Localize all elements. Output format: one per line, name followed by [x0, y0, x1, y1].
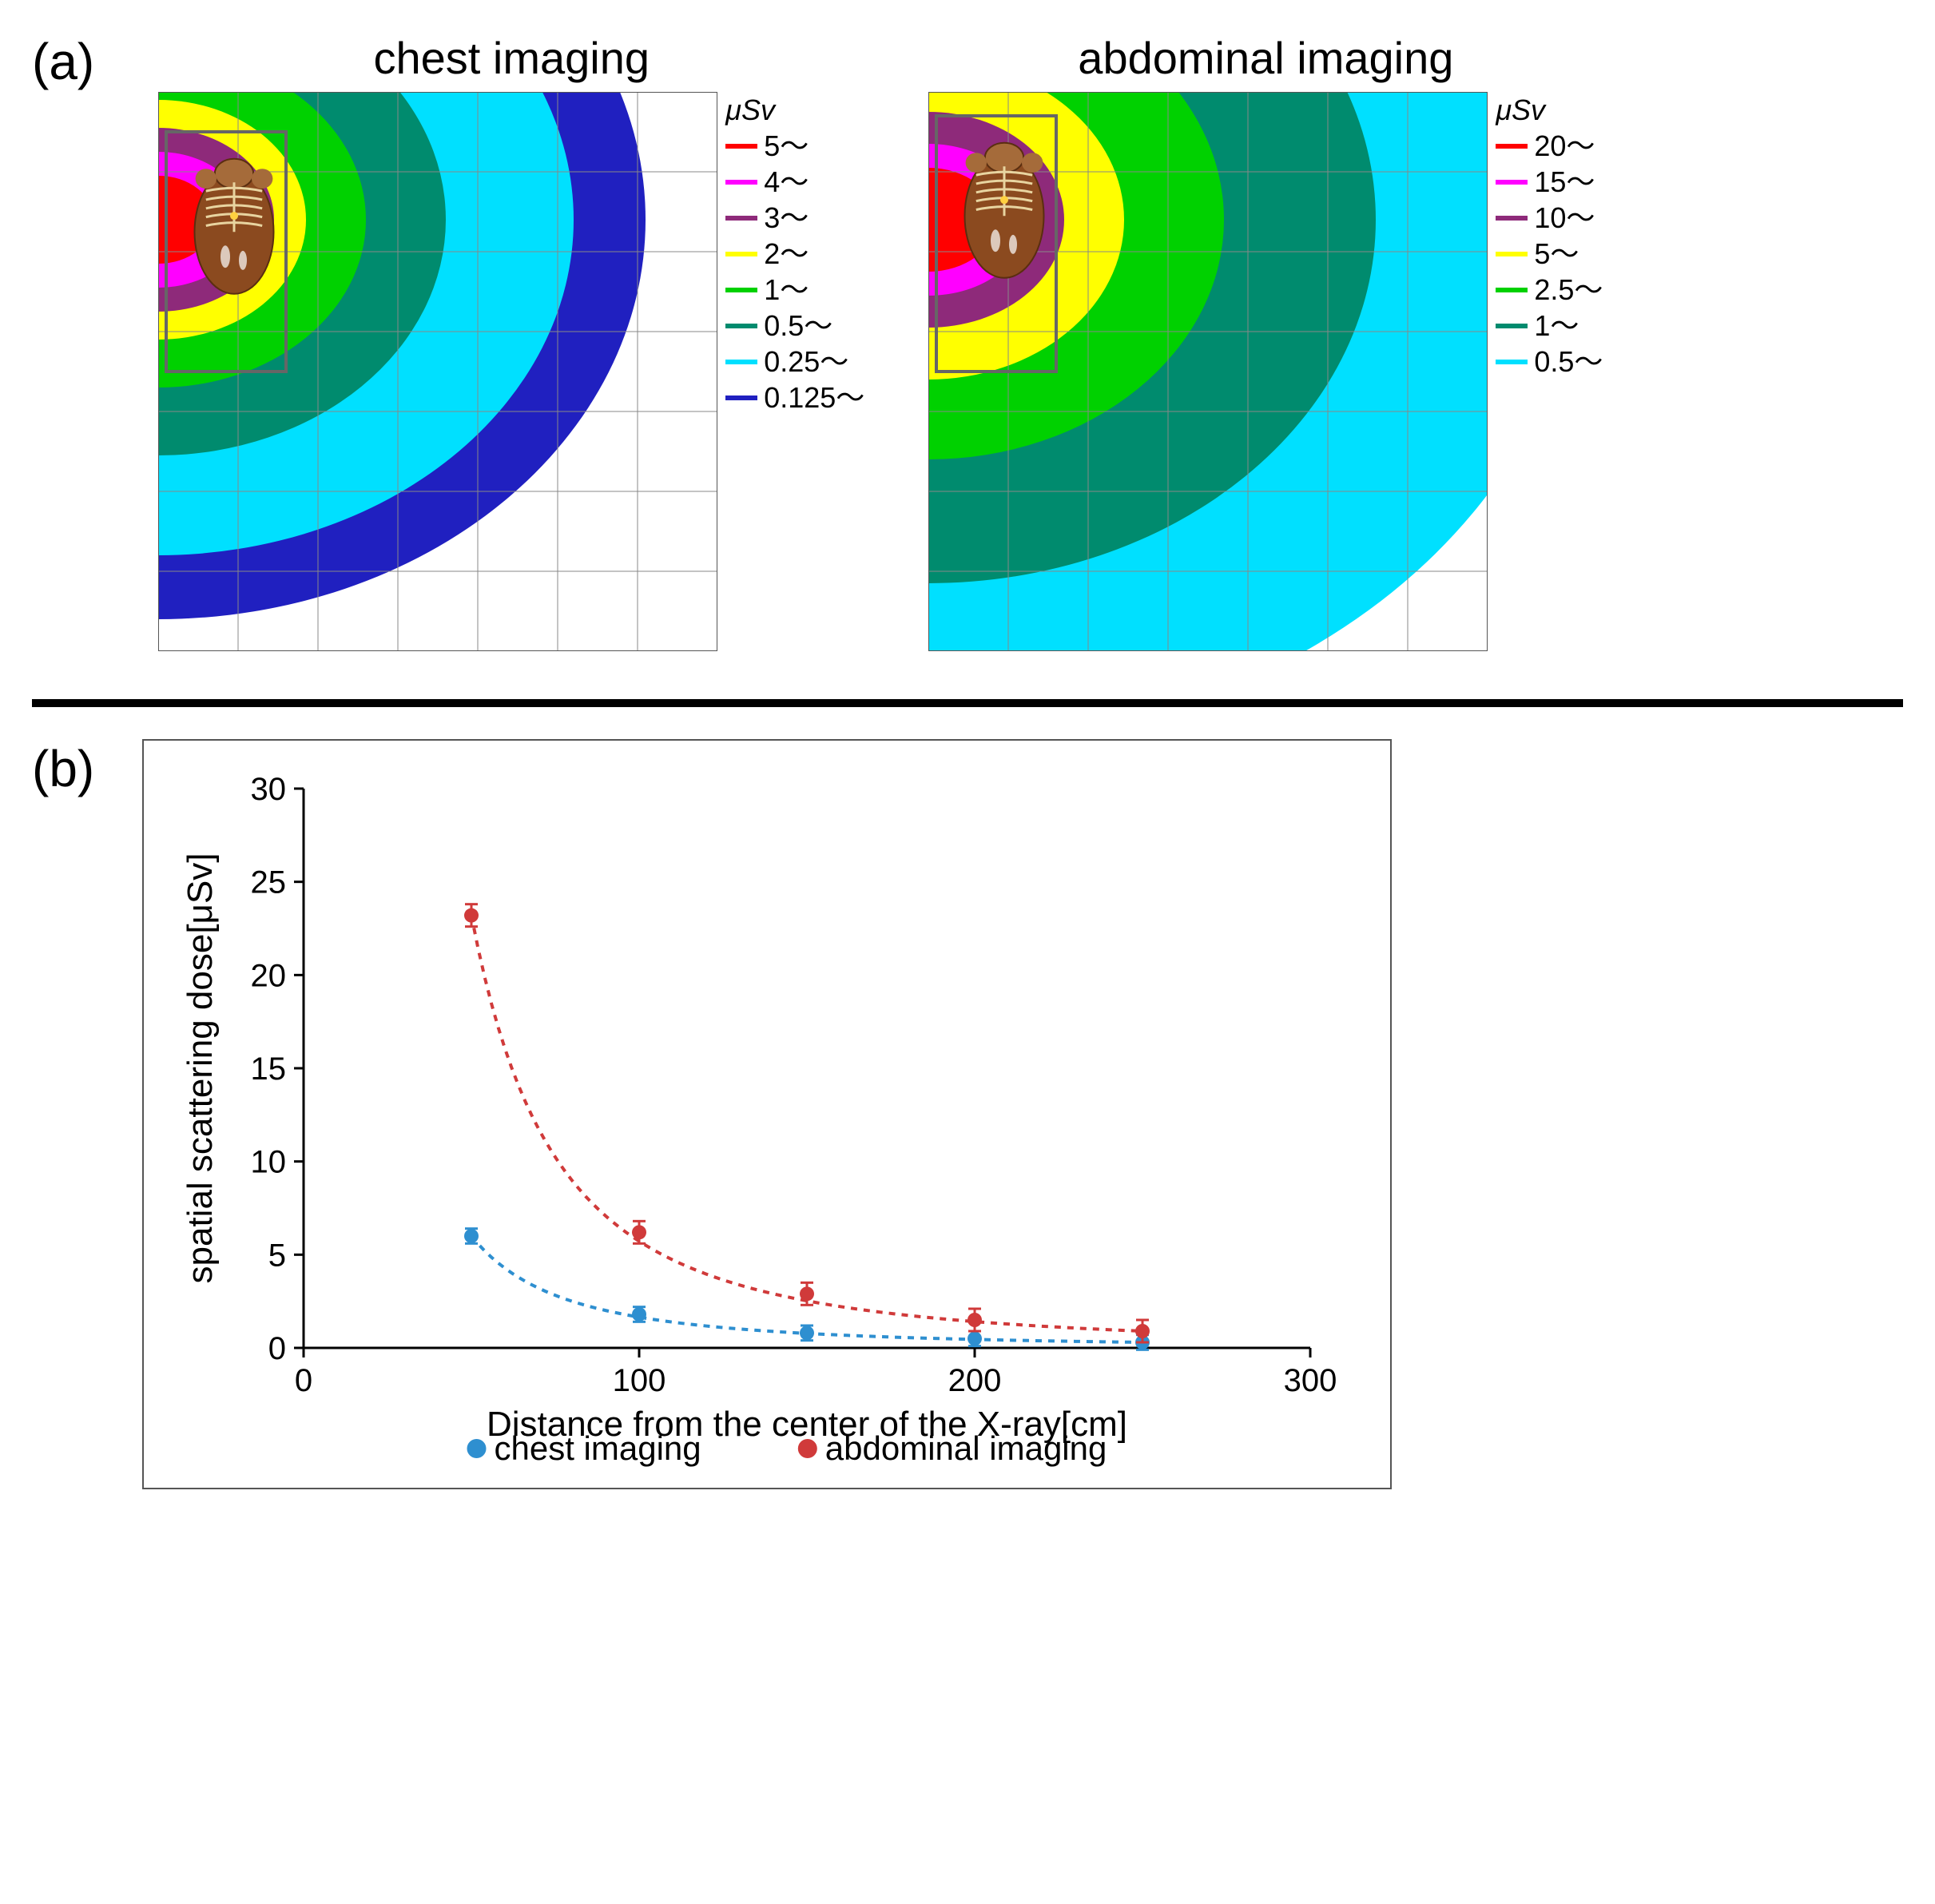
- legend-row: 0.5～: [1496, 344, 1603, 380]
- legend-row: 5～: [1496, 236, 1603, 272]
- legend-label: 15～: [1534, 164, 1595, 200]
- svg-text:20: 20: [251, 958, 287, 993]
- legend-swatch: [1496, 144, 1528, 149]
- svg-text:5: 5: [268, 1238, 286, 1273]
- dose-distance-chart: 0510152025300100200300Distance from the …: [168, 757, 1366, 1476]
- legend-label: 5～: [764, 128, 809, 164]
- legend-label: 10～: [1534, 200, 1595, 236]
- legend-swatch: [1496, 288, 1528, 292]
- chest-map-wrap: μSv5～4～3～2～1～0.5～0.25～0.125～: [158, 92, 864, 651]
- svg-text:25: 25: [251, 865, 287, 900]
- legend-label: 2～: [764, 236, 809, 272]
- legend-row: 2～: [725, 236, 864, 272]
- legend-label: 0.5～: [764, 308, 832, 344]
- legend-label: 0.25～: [764, 344, 848, 380]
- svg-text:15: 15: [251, 1051, 287, 1087]
- chest-map-block: chest imaging μSv5～4～3～2～1～0.5～0.25～0.12…: [158, 32, 864, 651]
- legend-swatch: [725, 252, 757, 256]
- svg-text:200: 200: [948, 1363, 1002, 1398]
- legend-row: 3～: [725, 200, 864, 236]
- legend-label: 5～: [1534, 236, 1579, 272]
- svg-text:spatial scattering dose[μSv]: spatial scattering dose[μSv]: [181, 853, 220, 1284]
- svg-text:chest imaging: chest imaging: [495, 1429, 701, 1467]
- legend-swatch: [1496, 180, 1528, 185]
- legend-label: 1～: [1534, 308, 1579, 344]
- legend-title: μSv: [1496, 92, 1603, 128]
- panel-b-label: (b): [32, 739, 94, 798]
- svg-text:0: 0: [268, 1331, 286, 1366]
- legend-swatch: [725, 180, 757, 185]
- svg-text:100: 100: [613, 1363, 666, 1398]
- legend-label: 0.5～: [1534, 344, 1603, 380]
- line-chart-box: 0510152025300100200300Distance from the …: [142, 739, 1392, 1489]
- legend-row: 0.25～: [725, 344, 864, 380]
- legend-row: 0.5～: [725, 308, 864, 344]
- svg-text:abdominal imaging: abdominal imaging: [825, 1429, 1107, 1467]
- legend-row: 1～: [725, 272, 864, 308]
- legend-swatch: [1496, 324, 1528, 328]
- legend-label: 4～: [764, 164, 809, 200]
- legend-swatch: [1496, 252, 1528, 256]
- legend-swatch: [725, 360, 757, 364]
- svg-text:10: 10: [251, 1145, 287, 1180]
- legend-row: 1～: [1496, 308, 1603, 344]
- abdominal-map-wrap: μSv20～15～10～5～2.5～1～0.5～: [928, 92, 1603, 651]
- panel-b-row: (b) 0510152025300100200300Distance from …: [32, 739, 1903, 1489]
- legend-row: 10～: [1496, 200, 1603, 236]
- panel-divider: [32, 699, 1903, 707]
- legend-swatch: [725, 216, 757, 221]
- legend-swatch: [725, 324, 757, 328]
- legend-title: μSv: [725, 92, 864, 128]
- chest-map-title: chest imaging: [374, 32, 650, 84]
- legend-label: 20～: [1534, 128, 1595, 164]
- panel-a-row: (a) chest imaging μSv5～4～3～2～1～0.5～0.25～…: [32, 32, 1903, 651]
- legend-label: 2.5～: [1534, 272, 1603, 308]
- chest-dose-map: [158, 92, 717, 651]
- svg-text:0: 0: [295, 1363, 312, 1398]
- legend-row: 0.125～: [725, 380, 864, 415]
- legend-swatch: [1496, 360, 1528, 364]
- legend-swatch: [1496, 216, 1528, 221]
- legend-swatch: [725, 396, 757, 400]
- legend-swatch: [725, 288, 757, 292]
- legend-label: 0.125～: [764, 380, 864, 415]
- legend-row: 5～: [725, 128, 864, 164]
- abdominal-dose-map: [928, 92, 1488, 651]
- panel-a-label: (a): [32, 32, 94, 91]
- svg-text:30: 30: [251, 772, 287, 807]
- svg-text:300: 300: [1284, 1363, 1337, 1398]
- legend-swatch: [725, 144, 757, 149]
- chest-legend: μSv5～4～3～2～1～0.5～0.25～0.125～: [725, 92, 864, 415]
- legend-row: 15～: [1496, 164, 1603, 200]
- legend-row: 2.5～: [1496, 272, 1603, 308]
- legend-row: 4～: [725, 164, 864, 200]
- abdominal-map-title: abdominal imaging: [1078, 32, 1453, 84]
- legend-label: 1～: [764, 272, 809, 308]
- legend-label: 3～: [764, 200, 809, 236]
- legend-row: 20～: [1496, 128, 1603, 164]
- abdominal-legend: μSv20～15～10～5～2.5～1～0.5～: [1496, 92, 1603, 380]
- abdominal-map-block: abdominal imaging μSv20～15～10～5～2.5～1～0.…: [928, 32, 1603, 651]
